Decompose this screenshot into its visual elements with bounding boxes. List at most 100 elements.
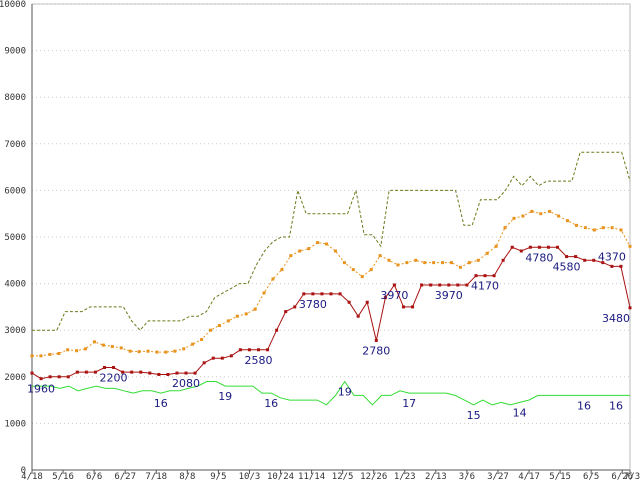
series-2-point bbox=[193, 371, 197, 375]
series-1-point bbox=[298, 249, 302, 253]
series-2-point bbox=[610, 264, 614, 268]
series-2-point bbox=[429, 283, 433, 287]
series-2-point bbox=[619, 264, 623, 268]
series-1-point bbox=[494, 244, 498, 248]
series-1-point bbox=[316, 241, 320, 245]
series-2-point bbox=[66, 375, 70, 379]
data-label: 4170 bbox=[471, 280, 499, 293]
data-label: 17 bbox=[402, 397, 416, 410]
series-2-point bbox=[592, 258, 596, 262]
series-2-point bbox=[329, 292, 333, 296]
x-axis-ticks: 4/18 5/16 6/6 6/27 7/18 8/8 9/5 10/3 10/24 11/14 1… bbox=[21, 470, 640, 480]
series-2-point bbox=[311, 292, 315, 296]
y-tick-label: 0 bbox=[21, 466, 26, 476]
series-2-point bbox=[374, 338, 378, 342]
series-1-point bbox=[280, 268, 284, 272]
series-1-point bbox=[387, 258, 391, 262]
series-2-point bbox=[130, 370, 134, 374]
x-tick-label: 5/16 bbox=[52, 472, 74, 480]
x-tick-label: 4/18 bbox=[21, 472, 43, 480]
y-tick-label: 5000 bbox=[4, 233, 26, 243]
series-2-point bbox=[392, 283, 396, 287]
series-2-point bbox=[465, 283, 469, 287]
x-tick-label: 12/26 bbox=[360, 472, 387, 480]
x-tick-label: 4/17 bbox=[518, 472, 540, 480]
series-2-point bbox=[211, 356, 215, 360]
series-1-point bbox=[583, 226, 587, 230]
series-2-point bbox=[75, 370, 79, 374]
x-tick-label: 9/5 bbox=[210, 472, 226, 480]
x-tick-label: 12/5 bbox=[332, 472, 354, 480]
series-2-point bbox=[474, 274, 478, 278]
x-tick-label: 6/26 bbox=[611, 472, 633, 480]
series-2-point bbox=[628, 306, 632, 310]
series-2-point bbox=[93, 370, 97, 374]
series-1-point bbox=[342, 261, 346, 265]
series-1-point bbox=[566, 219, 570, 223]
series-1-point bbox=[155, 350, 159, 354]
data-label: 16 bbox=[577, 399, 591, 412]
series-1-point bbox=[539, 212, 543, 216]
x-tick-label: 10/24 bbox=[267, 472, 294, 480]
series-2-point bbox=[574, 255, 578, 259]
x-tick-label: 11/14 bbox=[298, 472, 325, 480]
series-2-point bbox=[139, 370, 143, 374]
series-2-point bbox=[556, 245, 560, 249]
series-1-point bbox=[351, 268, 355, 272]
series-2-point bbox=[257, 348, 261, 352]
series-2-point bbox=[84, 370, 88, 374]
series-group bbox=[30, 151, 632, 406]
x-tick-label: 8/8 bbox=[179, 472, 195, 480]
x-tick-label: 7/18 bbox=[145, 472, 167, 480]
series-1-point bbox=[610, 226, 614, 230]
series-2-point bbox=[184, 371, 188, 375]
series-1-point bbox=[66, 348, 70, 352]
series-1-point bbox=[485, 251, 489, 255]
series-1-point bbox=[405, 261, 409, 265]
data-label: 2080 bbox=[172, 377, 200, 390]
series-2-point bbox=[266, 348, 270, 352]
series-1-point bbox=[30, 354, 34, 358]
series-1-point bbox=[601, 226, 605, 230]
series-line-2 bbox=[31, 246, 631, 380]
series-1-point bbox=[226, 319, 230, 323]
series-2-point bbox=[447, 283, 451, 287]
series-2-point bbox=[166, 372, 170, 376]
series-1-point bbox=[378, 254, 382, 258]
data-label: 16 bbox=[264, 397, 278, 410]
y-tick-label: 3000 bbox=[4, 326, 26, 336]
data-labels: 1960 2200 2080 2580 3780 2780 3970 3970 4170 4780… bbox=[27, 250, 630, 421]
data-label: 3480 bbox=[602, 312, 630, 325]
series-2-point bbox=[338, 292, 342, 296]
series-1-point bbox=[244, 312, 248, 316]
y-tick-label: 10000 bbox=[0, 0, 26, 10]
series-2-point bbox=[320, 292, 324, 296]
series-1-point bbox=[325, 242, 329, 246]
series-2-point bbox=[175, 371, 179, 375]
y-tick-label: 6000 bbox=[4, 186, 26, 196]
data-label: 14 bbox=[513, 406, 527, 419]
data-label: 15 bbox=[467, 409, 481, 422]
series-1-point bbox=[128, 349, 132, 353]
series-1-point bbox=[235, 314, 239, 318]
series-2-point bbox=[365, 300, 369, 304]
x-tick-label: 7/3 bbox=[624, 472, 640, 480]
x-tick-label: 5/15 bbox=[549, 472, 571, 480]
series-1-point bbox=[369, 268, 373, 272]
series-2-point bbox=[112, 365, 116, 369]
series-2-point bbox=[347, 300, 351, 304]
series-2-point bbox=[537, 245, 541, 249]
series-1-point bbox=[39, 354, 43, 358]
series-1-point bbox=[423, 261, 427, 265]
data-label: 4580 bbox=[553, 261, 581, 274]
series-2-point bbox=[229, 354, 233, 358]
series-2-point bbox=[48, 375, 52, 379]
series-2-point bbox=[492, 274, 496, 278]
x-tick-label: 6/5 bbox=[583, 472, 599, 480]
series-1-point bbox=[592, 228, 596, 232]
series-1-point bbox=[467, 261, 471, 265]
series-1-point bbox=[182, 347, 186, 351]
series-line-1 bbox=[32, 210, 631, 357]
x-tick-label: 6/27 bbox=[114, 472, 136, 480]
